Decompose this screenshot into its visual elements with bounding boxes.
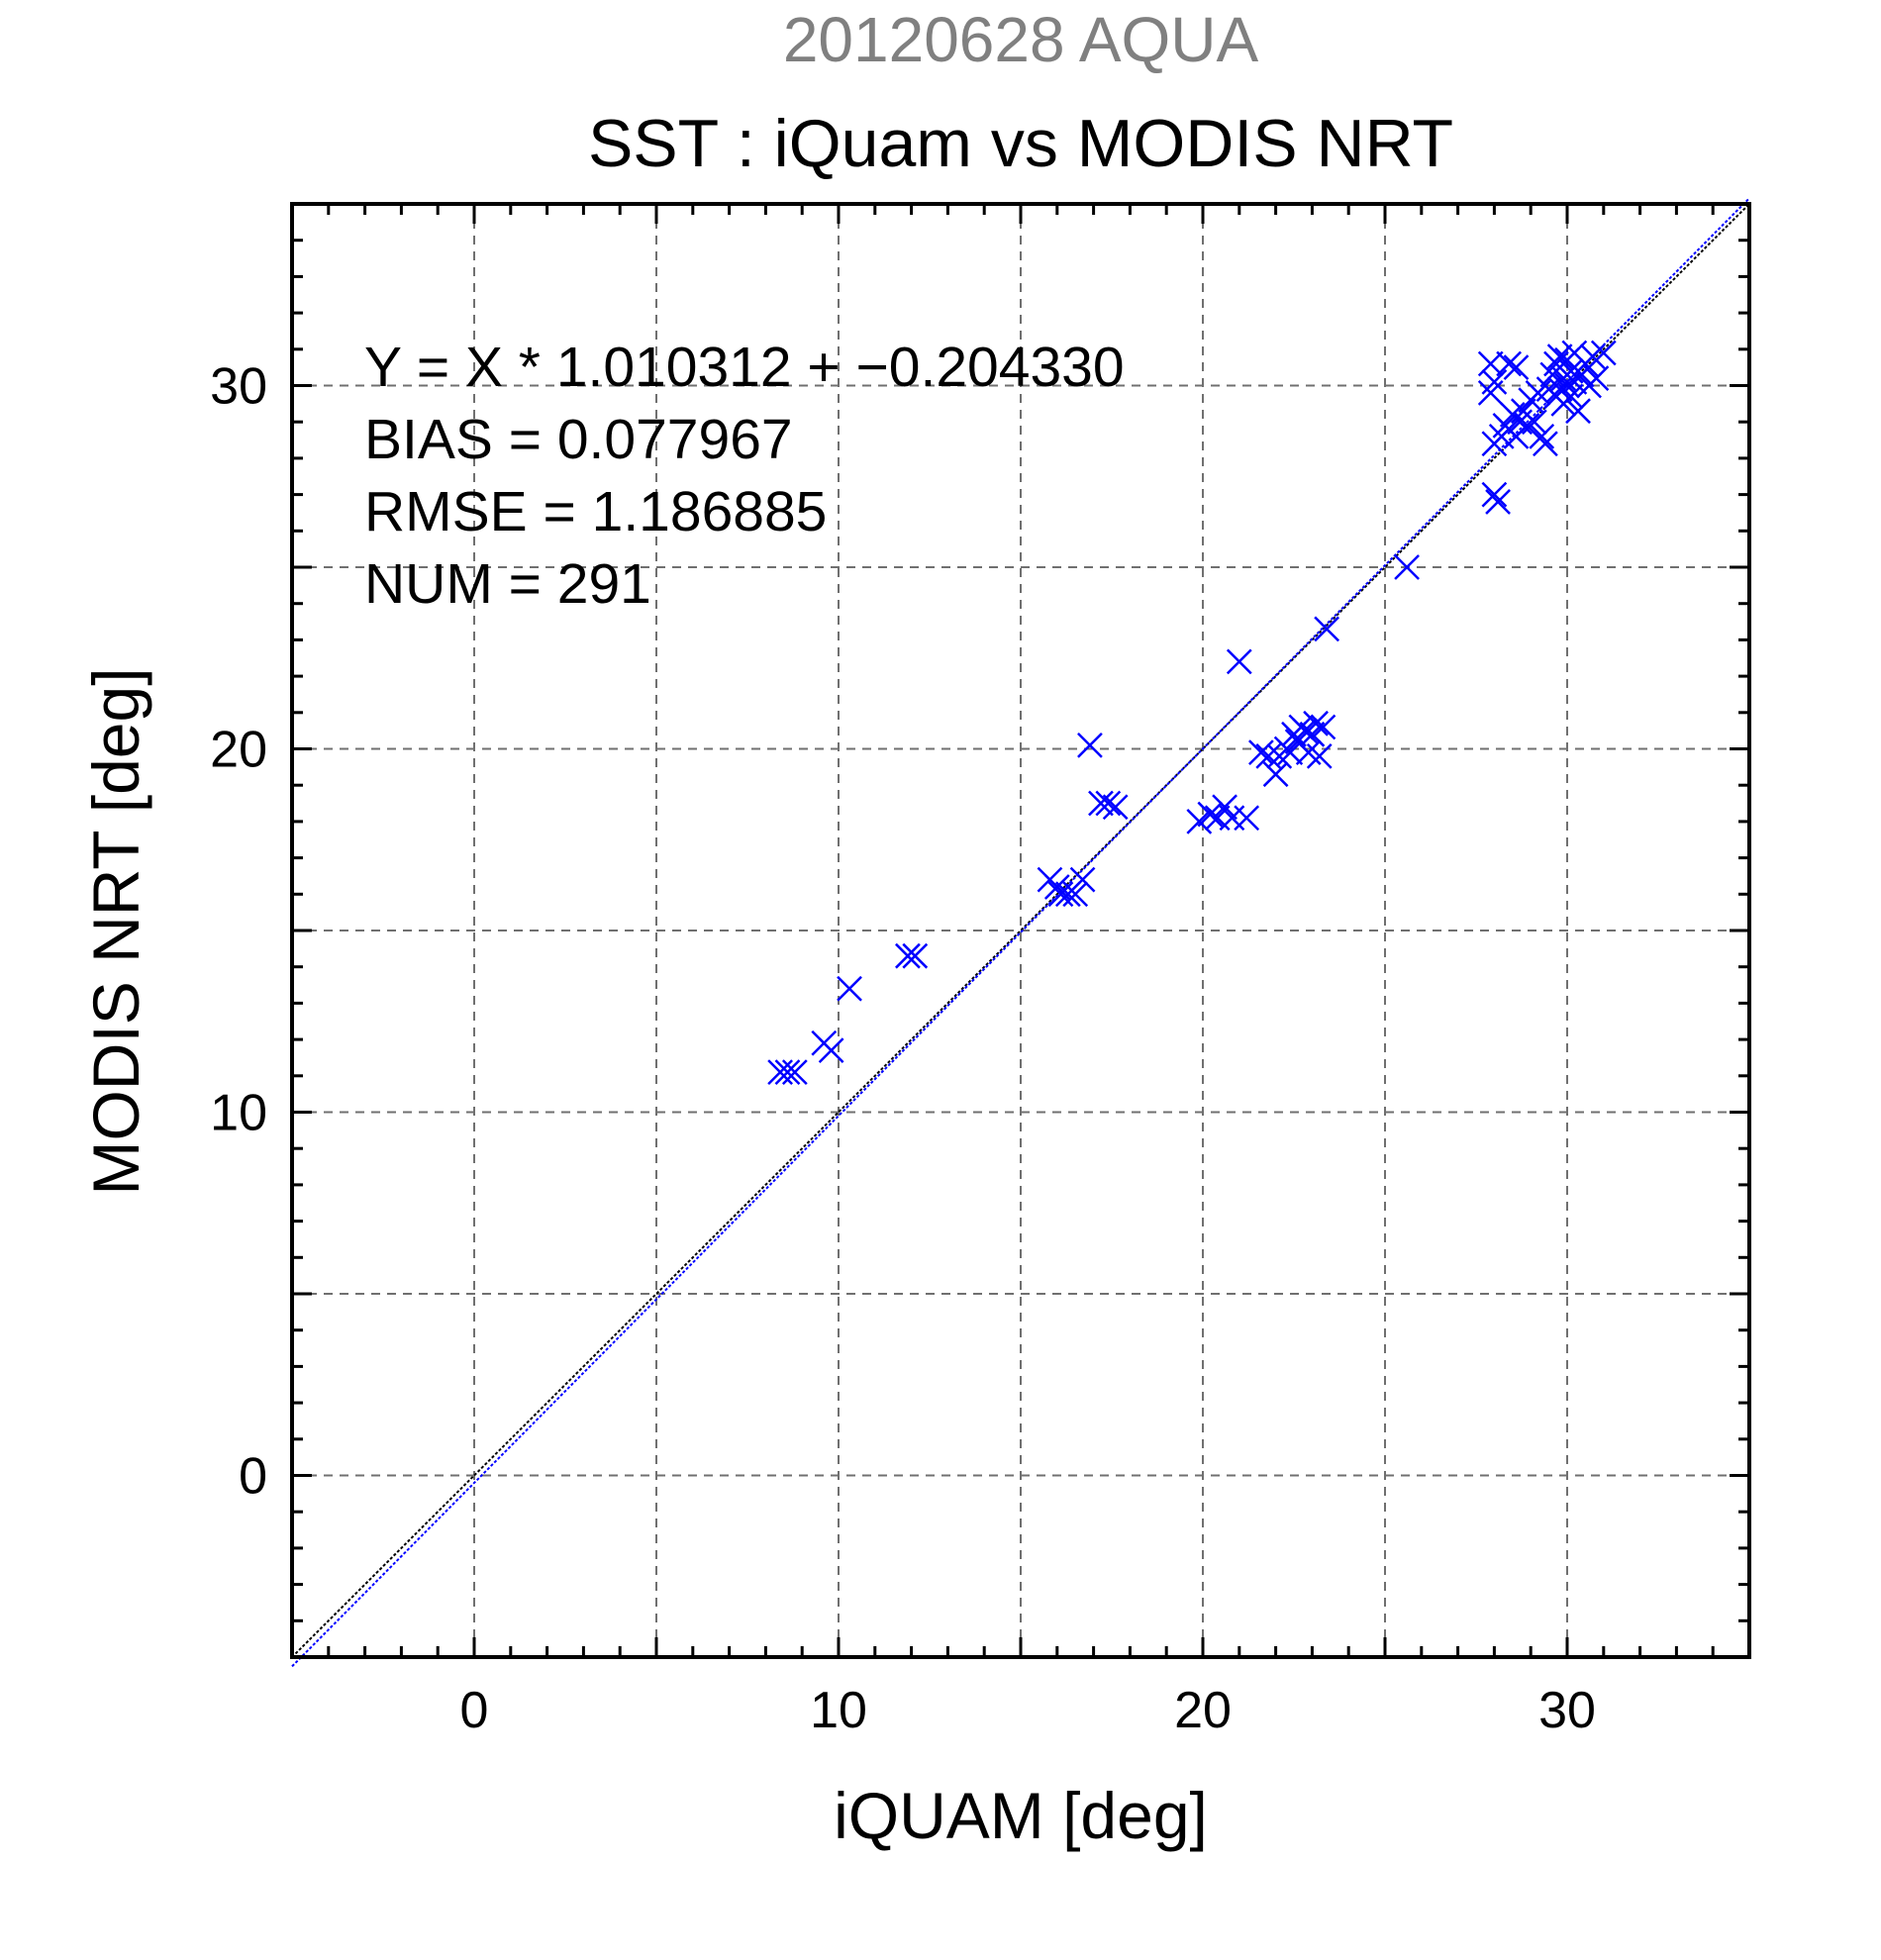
data-point	[1234, 805, 1260, 832]
num-text: NUM = 291	[364, 552, 651, 616]
data-point	[781, 1059, 808, 1086]
data-point	[837, 975, 862, 1002]
regression-equation: Y = X * 1.010312 + −0.204330	[364, 336, 1125, 399]
grid-lines	[292, 204, 1749, 1657]
data-point	[1088, 790, 1114, 817]
data-point	[1102, 794, 1129, 821]
data-point	[1262, 761, 1289, 788]
data-point	[1529, 423, 1555, 449]
data-point	[1590, 340, 1617, 366]
y-tick-label: 20	[210, 722, 267, 779]
data-point	[1062, 881, 1089, 908]
chart-subtitle: SST : iQuam vs MODIS NRT	[588, 106, 1453, 181]
x-tick-label: 10	[810, 1682, 867, 1739]
data-point	[1485, 489, 1511, 515]
data-point	[1310, 714, 1336, 740]
data-point	[1546, 343, 1573, 370]
x-tick-label: 20	[1174, 1682, 1232, 1739]
data-point	[1481, 368, 1508, 395]
data-point	[1557, 383, 1584, 410]
data-point	[1095, 790, 1122, 817]
tick-labels: 0 10 20 30 0 10 20 30	[210, 358, 1596, 1740]
data-point	[1481, 481, 1508, 508]
data-point	[1226, 648, 1252, 675]
data-point	[1303, 710, 1329, 736]
data-point	[1212, 794, 1238, 821]
data-point	[902, 942, 929, 969]
x-tick-label: 30	[1538, 1682, 1596, 1739]
data-point	[1247, 739, 1274, 766]
data-point	[1521, 409, 1547, 436]
y-tick-label: 0	[239, 1448, 267, 1506]
data-point	[774, 1059, 801, 1086]
data-point	[1503, 354, 1530, 381]
x-axis-label: iQUAM [deg]	[834, 1779, 1208, 1852]
stats-annotation: Y = X * 1.010312 + −0.204330 BIAS = 0.07…	[364, 336, 1125, 616]
data-point	[1043, 874, 1070, 900]
data-point	[1197, 801, 1224, 828]
bias-text: BIAS = 0.077967	[364, 408, 793, 471]
data-point	[1533, 431, 1558, 457]
data-point	[1314, 616, 1340, 642]
data-point	[1219, 805, 1245, 832]
data-point	[1394, 554, 1420, 580]
data-point	[1583, 365, 1610, 392]
data-point	[1496, 350, 1523, 377]
data-point	[1077, 732, 1103, 758]
axis-ticks	[290, 202, 1751, 1659]
data-point	[895, 942, 921, 969]
y-tick-label: 10	[210, 1085, 267, 1142]
chart-title: 20120628 AQUA	[783, 4, 1259, 75]
data-point	[1069, 866, 1096, 893]
data-point	[1565, 398, 1591, 425]
data-point	[1255, 742, 1282, 769]
data-point	[818, 1037, 844, 1063]
x-tick-label: 0	[460, 1682, 489, 1739]
rmse-text: RMSE = 1.186885	[364, 480, 827, 543]
data-point	[1306, 742, 1333, 769]
data-points	[767, 340, 1617, 1086]
y-tick-label: 30	[210, 358, 267, 416]
y-axis-label: MODIS NRT [deg]	[79, 667, 152, 1195]
